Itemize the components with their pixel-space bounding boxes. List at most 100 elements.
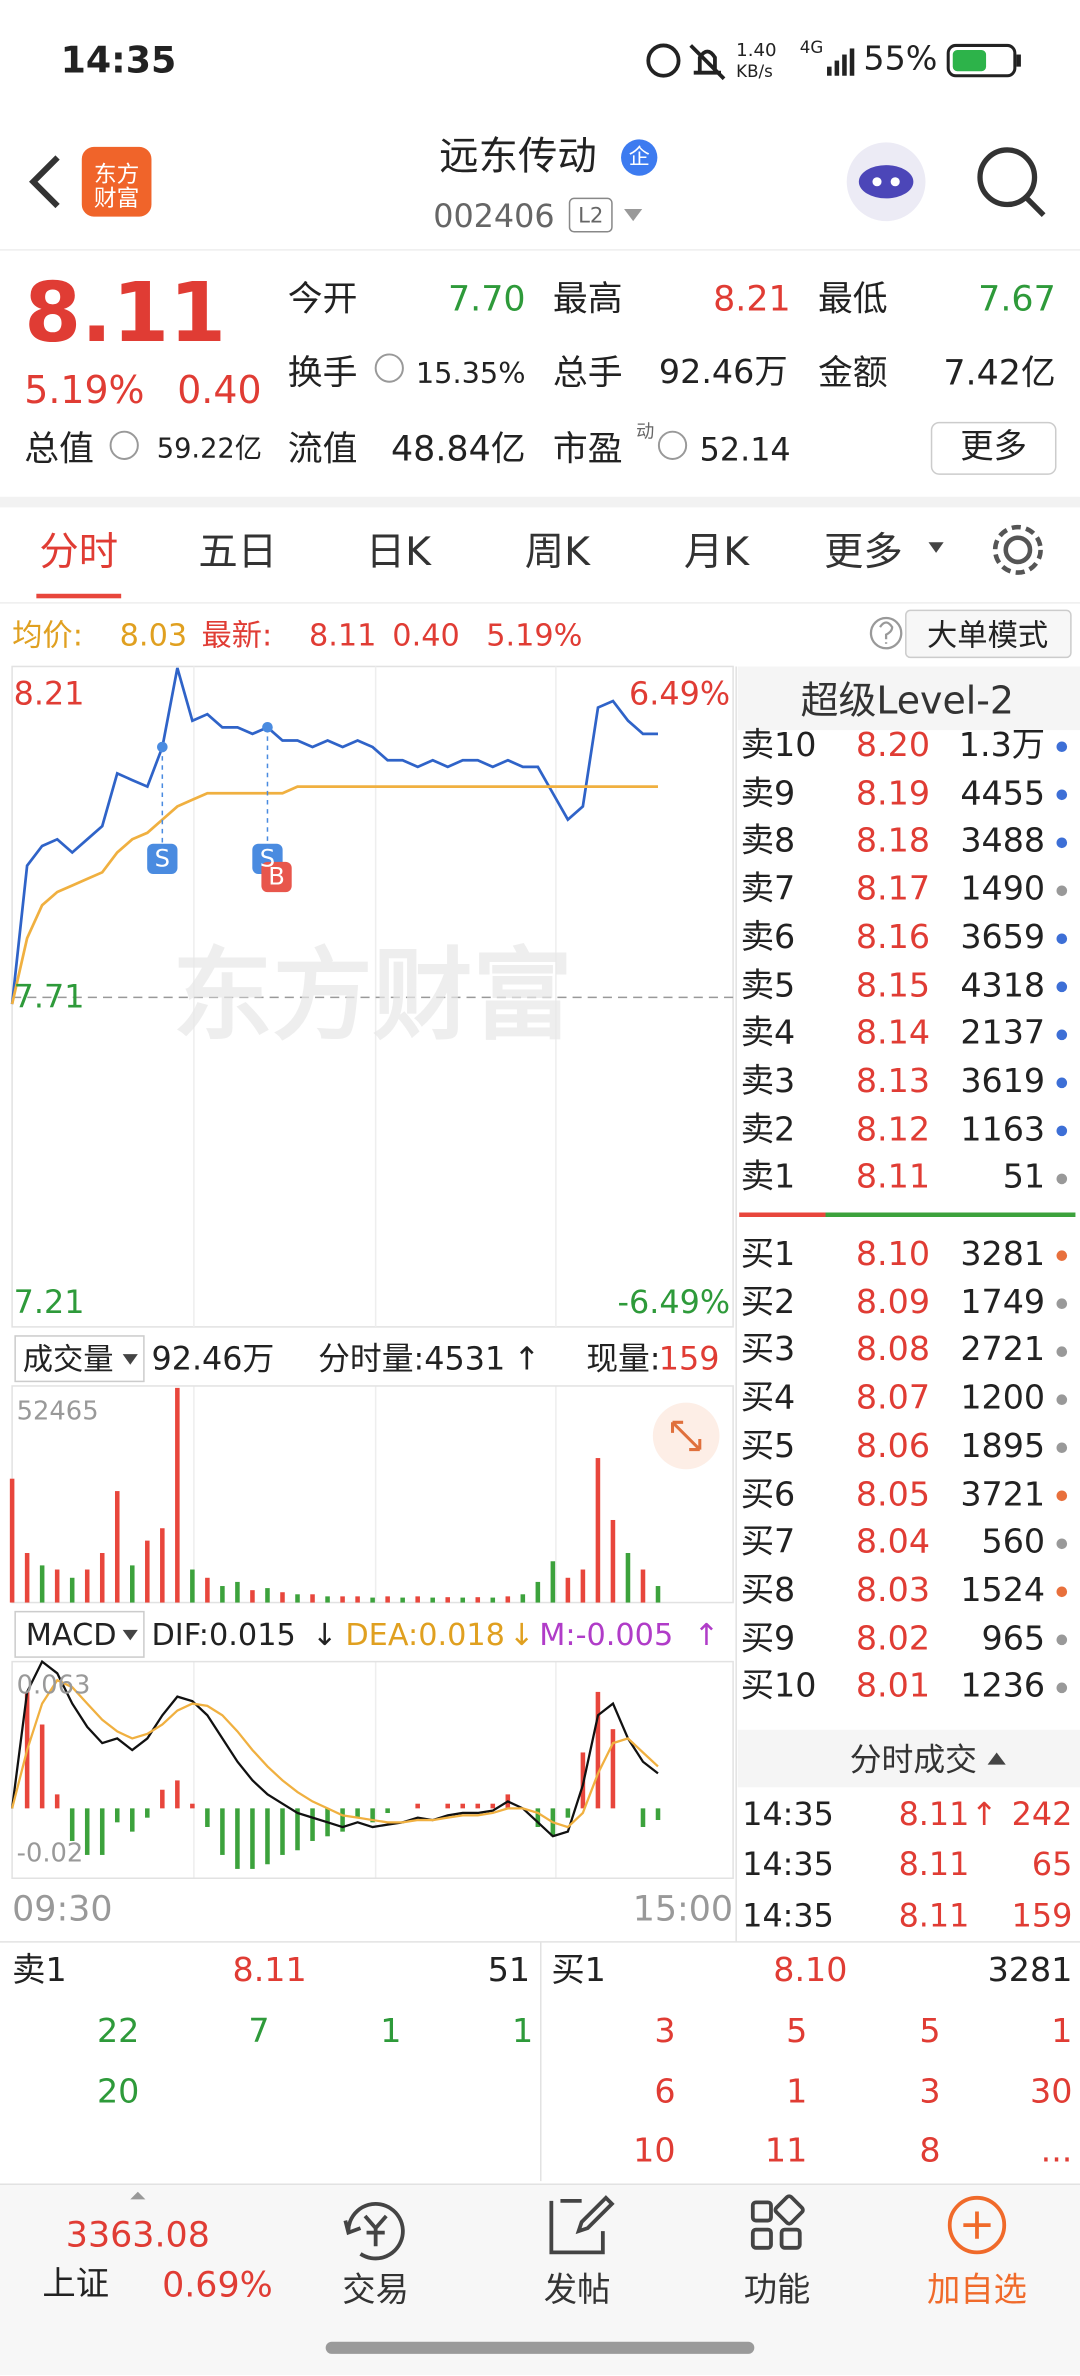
tab[interactable]: 周K	[524, 530, 591, 576]
book-level: 卖10	[740, 727, 817, 765]
logo[interactable]	[81, 146, 152, 217]
more-button-label[interactable]: 更多	[960, 428, 1027, 467]
volume-bar	[39, 1565, 45, 1603]
trade-arrow: ↑	[970, 1795, 998, 1833]
tab[interactable]: 日K	[365, 530, 431, 576]
mode-button[interactable]	[905, 609, 1072, 659]
macd-bar	[54, 1794, 60, 1809]
volume-bar	[355, 1596, 360, 1603]
macd-tick-label: 0.063	[16, 1669, 91, 1701]
tab[interactable]: 更多	[823, 530, 903, 576]
order-size: 10	[633, 2132, 676, 2171]
book-volume: 4455	[960, 775, 1046, 813]
expand-button[interactable]	[652, 1402, 720, 1470]
stat-value: 52.14	[699, 430, 791, 468]
macd-bar	[265, 1808, 270, 1865]
search-button[interactable]	[977, 147, 1046, 217]
trades-header	[737, 1729, 1080, 1788]
stat-label: 换手	[287, 353, 358, 394]
volume-bar	[265, 1588, 270, 1603]
macd-tick-label: -0.02	[16, 1839, 84, 1870]
trades-title[interactable]: 分时成交	[849, 1741, 977, 1778]
trade-marker	[147, 843, 178, 874]
index-toggle[interactable]	[130, 2191, 146, 2200]
volume-bar	[565, 1577, 571, 1603]
book-dot	[1056, 1029, 1068, 1041]
book-price: 8.14	[855, 1015, 931, 1054]
avatar[interactable]	[846, 142, 926, 222]
volume-bar	[9, 1478, 15, 1603]
macd-bar	[250, 1808, 255, 1869]
book-price: 8.12	[855, 1111, 931, 1150]
nav-item[interactable]: 交易	[342, 2272, 409, 2310]
macd-bar	[475, 1803, 481, 1809]
stat-value: 7.67	[978, 279, 1056, 319]
status-time: 14:35	[60, 39, 177, 82]
tab[interactable]: 分时	[39, 530, 119, 576]
book-dot	[1056, 837, 1068, 849]
stat-value: 7.42亿	[943, 353, 1056, 394]
logo-text[interactable]: 东方财富	[93, 159, 140, 213]
book-level: 买10	[740, 1668, 817, 1707]
mode-button-label[interactable]: 大单模式	[926, 616, 1049, 653]
tab-dropdown[interactable]	[928, 542, 944, 553]
macd-bar	[69, 1808, 75, 1841]
volume-bar	[220, 1586, 225, 1603]
index-value[interactable]: 3363.08	[65, 2215, 210, 2255]
volume-bar	[99, 1553, 105, 1603]
nav-item[interactable]: 功能	[743, 2272, 811, 2310]
book-dot	[1056, 1298, 1068, 1310]
settings-button[interactable]	[992, 524, 1043, 575]
book-level: 买5	[740, 1428, 796, 1466]
tab[interactable]: 月K	[683, 530, 750, 576]
macd-bar	[640, 1808, 646, 1827]
marker-label: S	[259, 843, 276, 873]
order-size: 3	[654, 2013, 676, 2051]
price-line	[10, 785, 658, 1005]
book-price: 8.04	[855, 1524, 931, 1562]
macd-label[interactable]: MACD	[25, 1616, 117, 1653]
stat-value: 92.46万	[658, 354, 788, 393]
nav-item[interactable]: 加自选	[926, 2272, 1027, 2310]
volume-label[interactable]: 成交量	[22, 1340, 114, 1377]
current-volume-label: 现量:	[586, 1339, 661, 1377]
minute-volume-arrow: ↑	[513, 1339, 541, 1377]
y-tick-label: 8.21	[13, 674, 85, 712]
macd-bar	[595, 1691, 601, 1809]
book-level: 卖9	[740, 775, 796, 813]
indicator-dropdown[interactable]	[122, 1629, 138, 1641]
macd-bar	[535, 1808, 541, 1827]
volume-bar	[460, 1597, 466, 1603]
book-price: 8.11	[855, 1159, 931, 1198]
network-speed-unit: KB/s	[736, 61, 773, 82]
volume-dropdown[interactable]	[122, 1354, 138, 1365]
tab[interactable]: 五日	[198, 530, 278, 576]
book-level: 卖8	[740, 823, 796, 861]
info-icons[interactable]	[109, 353, 688, 460]
nav-item[interactable]: 发帖	[543, 2272, 611, 2310]
network-speed: 1.40	[736, 39, 777, 61]
order-size: 6	[654, 2072, 676, 2111]
trade-time: 14:35	[742, 1795, 834, 1833]
depth-label: 买1	[551, 1952, 606, 1991]
book-dot	[1056, 789, 1068, 801]
code-dropdown[interactable]	[624, 209, 643, 222]
index-name[interactable]: 上证	[42, 2265, 110, 2304]
back-button[interactable]	[29, 155, 60, 209]
latest-change: 0.40	[392, 616, 460, 653]
more-button[interactable]	[930, 421, 1057, 475]
help-icon[interactable]	[869, 616, 903, 650]
volume-bar	[580, 1569, 586, 1603]
depth-price: 8.10	[773, 1952, 848, 1991]
volume-menu[interactable]	[14, 1335, 145, 1383]
volume-bar	[145, 1540, 150, 1603]
nav-icons[interactable]	[343, 2194, 1007, 2261]
trades-toggle[interactable]	[987, 1752, 1006, 1765]
volume-bar	[550, 1561, 556, 1603]
book-volume: 3721	[960, 1476, 1046, 1514]
book-level: 买6	[740, 1476, 796, 1514]
indicator-menu[interactable]	[14, 1610, 145, 1658]
index-pct[interactable]: 0.69%	[162, 2265, 273, 2305]
trade-volume: 65	[1031, 1846, 1073, 1883]
level-tag: L2	[578, 204, 604, 229]
